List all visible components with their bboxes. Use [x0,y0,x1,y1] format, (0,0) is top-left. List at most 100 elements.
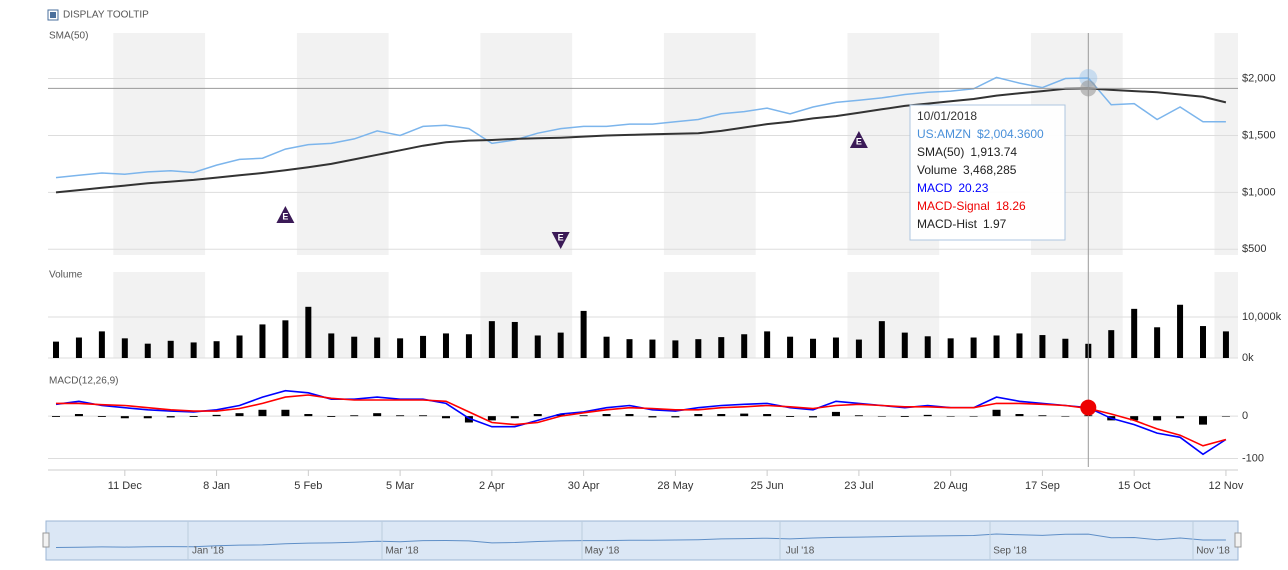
bar [764,331,771,358]
bar [832,337,839,358]
bar [464,416,473,423]
bar [901,332,908,358]
tooltip-series-name: MACD-Hist [917,217,978,231]
band-stripe [480,33,573,255]
tooltip-series-name: US:AMZN [917,127,971,141]
bar [190,342,197,358]
bar [924,336,931,358]
bar [1199,416,1207,425]
bar [603,336,610,358]
bar [510,416,519,419]
tooltip-row: MACD 20.23 [917,181,989,195]
bar [626,339,633,358]
bar [328,333,335,358]
band-stripe [663,272,756,358]
checkbox-label[interactable]: DISPLAY TOOLTIP [63,10,149,21]
band-stripe [113,272,206,358]
navigator-label: Sep '18 [993,546,1027,557]
checkbox-fill [50,12,56,18]
tooltip-date: 10/01/2018 [917,109,977,123]
bar [717,414,726,417]
panel-title: MACD(12,26,9) [49,376,118,387]
bar [695,339,702,358]
x-tick-label: 2 Apr [479,480,505,492]
y-tick-label: $500 [1242,243,1266,255]
navigator-label: May '18 [585,546,620,557]
bar [946,416,955,417]
band-stripe [296,272,389,358]
x-tick-label: 5 Feb [294,480,322,492]
bar [672,340,679,358]
line-series [55,389,1227,456]
bar [877,416,886,417]
band-stripe [1214,33,1238,255]
line-series [56,394,1227,447]
tooltip-row: SMA(50) 1,913.74 [917,145,1017,159]
bar [212,414,221,417]
panel-title: Volume [49,270,83,281]
bar [52,416,60,417]
bar [648,416,657,418]
navigator-label: Nov '18 [1196,546,1230,557]
y-tick-label: 0 [1242,410,1248,422]
bar [166,416,175,418]
event-marker [551,232,570,249]
bar [488,321,495,358]
bar [993,335,1000,358]
bar [970,337,977,358]
tooltip-value: 1.97 [983,217,1007,231]
bar [923,414,932,417]
tooltip-row: Volume 3,468,285 [917,163,1017,177]
bar [1131,308,1138,358]
event-marker [276,206,295,223]
x-tick-label: 23 Jul [844,480,873,492]
panel-title: SMA(50) [49,31,88,42]
event-label: E [856,136,862,146]
band-stripe [847,272,940,358]
event-label: E [282,211,288,221]
bar [740,413,749,417]
x-tick-label: 11 Dec [108,480,143,492]
tooltip-series-name: SMA(50) [917,145,964,159]
y-tick-label: $1,500 [1242,129,1276,141]
x-tick-label: 20 Aug [934,480,968,492]
tooltip-box [909,104,1066,241]
bar [763,414,772,417]
bar [143,416,152,419]
bar [1177,304,1184,358]
bar [1062,338,1069,358]
navigator-handle-right[interactable] [1234,532,1242,548]
tooltip-value: 3,468,285 [963,163,1017,177]
bar [1016,333,1023,358]
tooltip-series-name: MACD-Signal [917,199,990,213]
bar [992,409,1001,417]
y-tick-label: 0k [1242,352,1254,364]
bar [1176,416,1185,419]
navigator-handle-left[interactable] [42,532,50,548]
tooltip-series-name: Volume [917,163,957,177]
y-tick-label: -100 [1242,452,1264,464]
bar [1153,416,1162,421]
x-tick-label: 28 May [657,480,694,492]
tooltip-series-name: MACD [917,181,953,195]
bar [878,321,885,358]
navigator-label: Mar '18 [385,546,418,557]
bar [350,415,359,417]
bar [121,338,128,358]
bar [1039,335,1046,358]
bar [351,336,358,358]
bar [487,416,496,421]
tooltip-row: MACD-Hist 1.97 [917,217,1007,231]
band-stripe [663,33,756,255]
bar [556,414,565,417]
x-tick-label: 15 Oct [1118,480,1150,492]
bar [374,337,381,358]
y-tick-label: $1,000 [1242,186,1276,198]
band-stripe [113,33,206,255]
navigator-line [55,533,1226,548]
tooltip-value: 18.26 [996,199,1026,213]
x-tick-label: 30 Apr [568,480,600,492]
bar [694,414,703,417]
bar [441,416,450,419]
